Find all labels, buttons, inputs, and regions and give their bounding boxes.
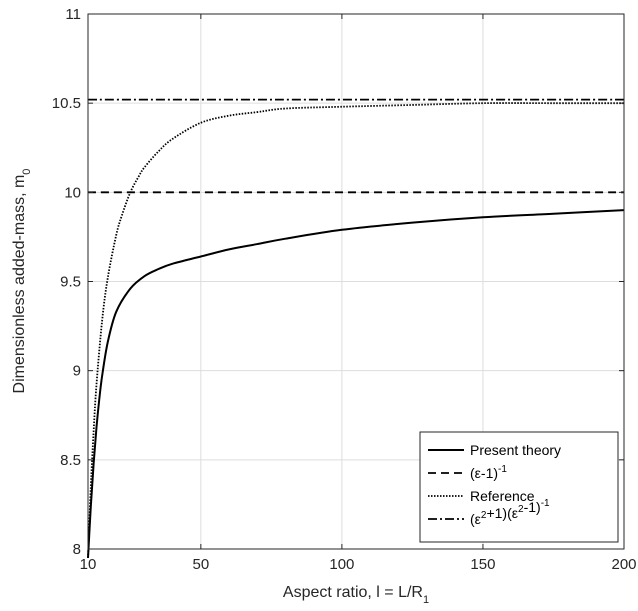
x-tick-label: 10	[80, 556, 97, 573]
y-tick-label: 10	[64, 184, 81, 201]
x-tick-label: 50	[192, 556, 209, 573]
y-axis-label: Dimensionless added-mass, m0	[11, 169, 33, 394]
legend-label-1: Present theory	[470, 442, 561, 458]
legend-label-3: Reference	[470, 488, 535, 504]
y-tick-label: 9	[73, 363, 81, 380]
y-tick-label: 8.5	[60, 452, 81, 469]
legend-label-2: (ε-1)-1	[470, 464, 507, 481]
x-tick-label: 200	[611, 556, 636, 573]
series-line-3	[87, 102, 624, 558]
y-tick-label: 9.5	[60, 274, 81, 291]
x-tick-label: 150	[470, 556, 495, 573]
x-axis-label-subscript: 1	[423, 594, 429, 606]
series-line-1	[87, 209, 625, 558]
x-axis-label: Aspect ratio, l = L/R1	[283, 584, 429, 606]
y-tick-label: 11	[65, 6, 81, 23]
ticks: 10 50 100 150 200 8 8.5 9 9.5 10 10.5 11	[52, 6, 637, 573]
y-tick-label: 8	[73, 541, 81, 558]
y-tick-label: 10.5	[52, 95, 81, 112]
series-layer	[87, 98, 625, 558]
x-tick-label: 100	[329, 556, 354, 573]
legend-label-4: (ε2+1)(ε2-1)-1	[470, 498, 550, 527]
y-axis-label-subscript: 0	[21, 169, 33, 175]
legend: Present theory (ε-1)-1 Reference(ε2+1)(ε2-…	[419, 431, 619, 543]
